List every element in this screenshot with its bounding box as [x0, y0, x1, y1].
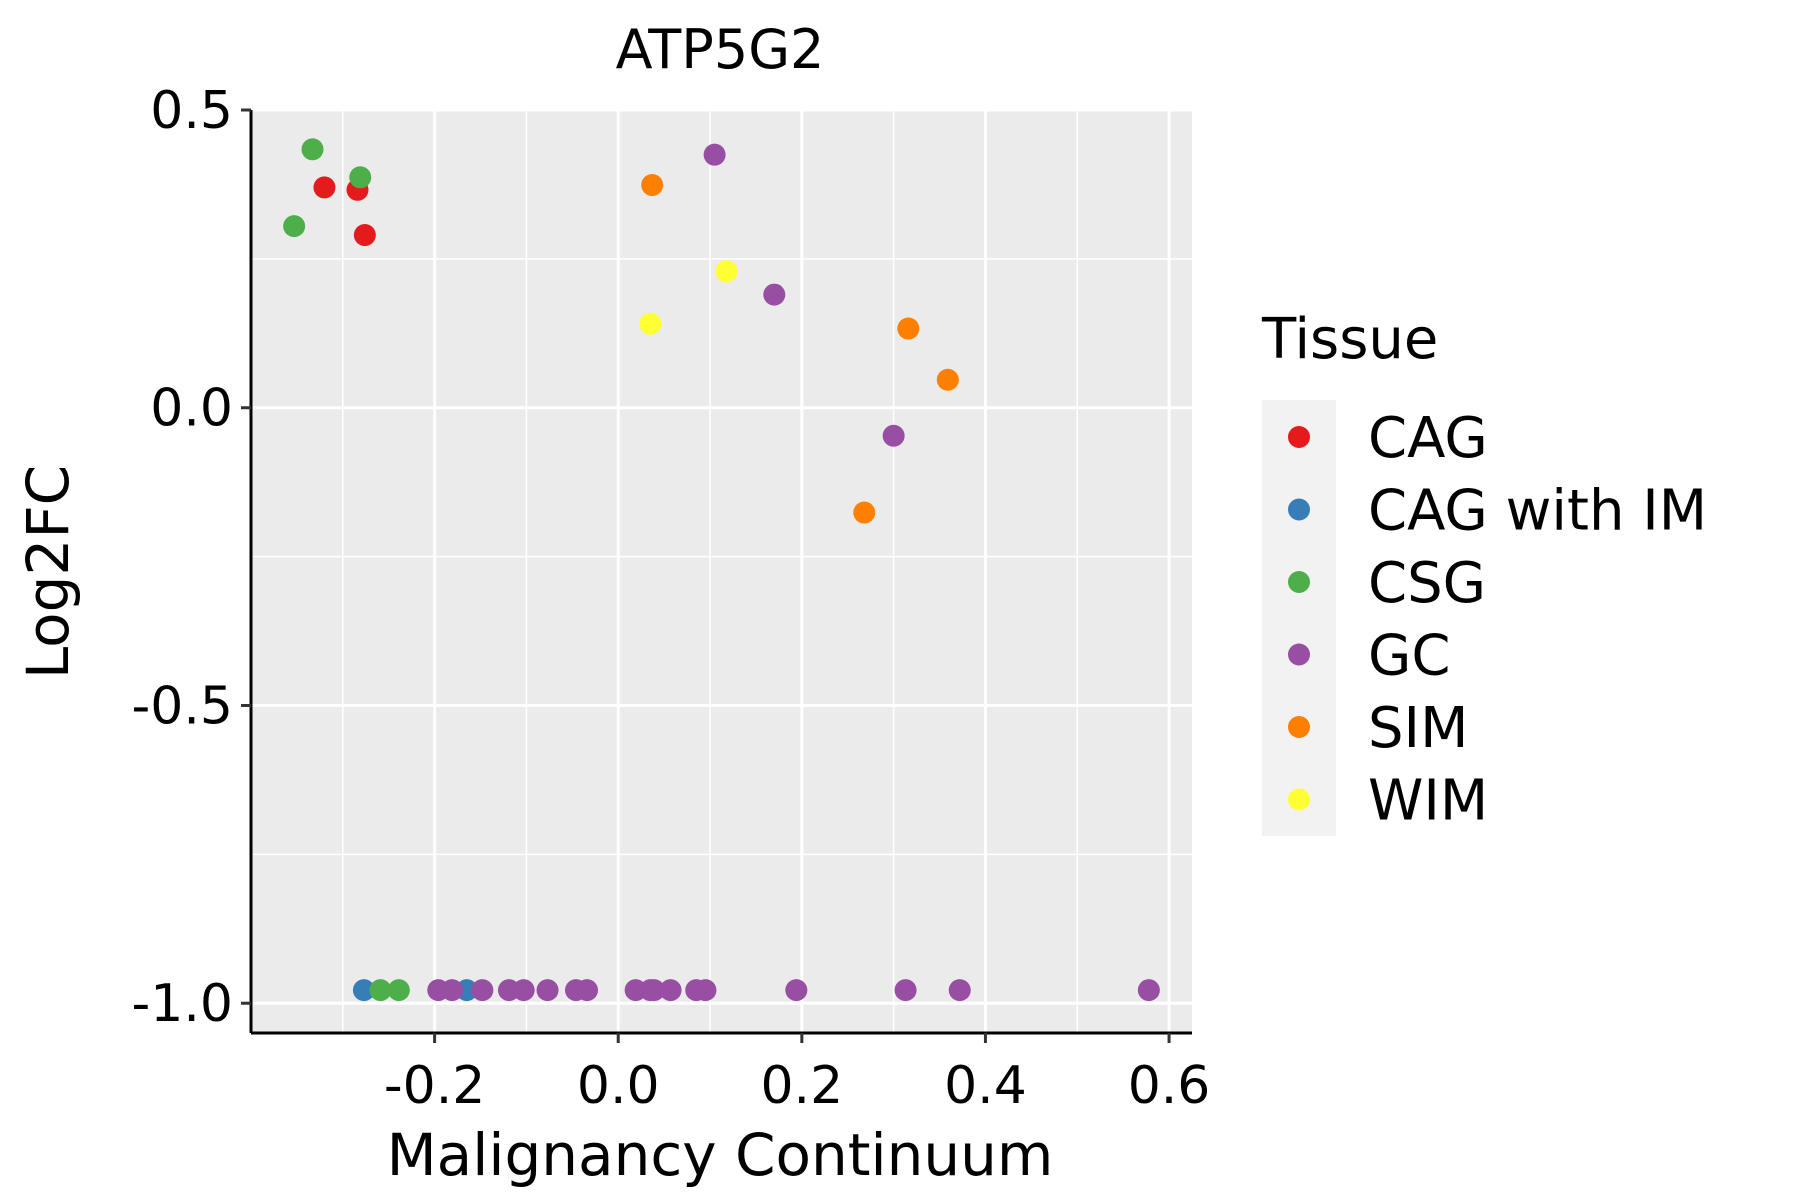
- legend-key: [1288, 498, 1310, 521]
- data-point-gc: [512, 979, 535, 1002]
- legend-label: WIM: [1368, 769, 1488, 834]
- x-tick-label: 0.2: [760, 1056, 843, 1116]
- legend-key: [1288, 716, 1310, 738]
- data-point-sim: [853, 501, 876, 524]
- data-point-gc: [894, 979, 917, 1002]
- data-point-sim: [936, 368, 959, 391]
- data-points: [283, 138, 1160, 1002]
- data-point-gc: [576, 979, 599, 1002]
- legend-label: CSG: [1368, 551, 1486, 616]
- y-tick-label: -1.0: [132, 974, 233, 1034]
- legend-key: [1288, 571, 1310, 593]
- data-point-gc: [703, 143, 726, 166]
- data-point-gc: [643, 979, 666, 1002]
- data-point-gc: [694, 979, 717, 1002]
- legend-key-background: [1262, 400, 1336, 836]
- data-point-gc: [948, 979, 971, 1002]
- data-point-cag: [313, 176, 336, 199]
- data-point-wim: [715, 260, 738, 283]
- data-point-gc: [659, 979, 682, 1002]
- x-tick-label: 0.4: [944, 1056, 1027, 1116]
- x-tick-label: 0.6: [1128, 1056, 1211, 1116]
- data-point-gc: [763, 283, 786, 306]
- grid-lines: [251, 108, 1192, 1033]
- data-point-csg: [283, 215, 306, 238]
- legend-label: SIM: [1368, 696, 1468, 761]
- y-axis-label: Log2FC: [14, 465, 82, 679]
- x-tick-label: -0.2: [384, 1056, 485, 1116]
- data-point-wim: [639, 312, 662, 335]
- data-point-sim: [897, 317, 920, 340]
- legend-key: [1288, 426, 1310, 448]
- x-tick-label: 0.0: [577, 1056, 660, 1116]
- y-tick-label: -0.5: [132, 676, 233, 736]
- data-point-gc: [785, 979, 808, 1002]
- data-point-gc: [1137, 979, 1160, 1002]
- legend: Tissue CAG CAG with IM CSG GC SIM WIM: [1261, 307, 1707, 836]
- y-tick-label: 0.0: [150, 379, 233, 439]
- legend-title: Tissue: [1261, 307, 1438, 372]
- plot-panel: [251, 110, 1192, 1033]
- legend-label: GC: [1368, 624, 1451, 689]
- data-point-csg: [387, 979, 410, 1002]
- data-point-cag-with-im: [352, 979, 375, 1002]
- data-point-gc: [441, 979, 464, 1002]
- data-point-gc: [471, 979, 494, 1002]
- legend-key: [1288, 643, 1310, 666]
- axis-ticks: -0.2 0.0 0.2 0.4 0.6 0.5 0.0 -0.5 -1.0: [132, 81, 1211, 1116]
- legend-label: CAG: [1368, 406, 1488, 471]
- y-tick-label: 0.5: [150, 81, 233, 141]
- data-point-sim: [641, 174, 664, 197]
- chart-title: ATP5G2: [616, 18, 825, 81]
- legend-key: [1288, 788, 1310, 811]
- legend-label: CAG with IM: [1368, 479, 1707, 544]
- data-point-csg: [349, 166, 372, 189]
- data-point-gc: [882, 424, 905, 447]
- data-point-cag: [353, 224, 376, 247]
- data-point-csg: [301, 138, 324, 161]
- data-point-csg: [369, 979, 392, 1002]
- x-axis-label: Malignancy Continuum: [387, 1121, 1054, 1189]
- data-point-gc: [536, 979, 559, 1002]
